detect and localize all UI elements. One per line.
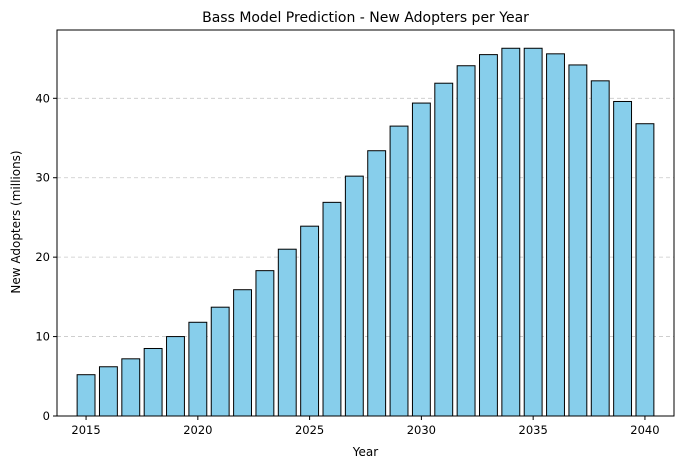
bar-2025 (300, 225, 320, 417)
bar-2040 (635, 123, 655, 417)
bar-2020 (188, 321, 208, 417)
bar-2017 (121, 358, 141, 417)
bar-2018 (143, 347, 163, 417)
x-tick-label-2015: 2015 (71, 423, 100, 437)
bar-2038 (590, 80, 610, 417)
bar-2028 (367, 150, 387, 417)
bar-2032 (456, 65, 476, 417)
bar-2034 (501, 47, 521, 417)
x-tick-label-2035: 2035 (519, 423, 548, 437)
y-tick-label-20: 20 (35, 250, 50, 264)
bar-2039 (613, 100, 633, 417)
x-tick-label-2025: 2025 (295, 423, 324, 437)
y-axis-label: New Adopters (millions) (9, 150, 23, 293)
bars (76, 47, 655, 417)
bar-2024 (277, 248, 297, 417)
bar-2036 (546, 53, 565, 417)
bar-2026 (322, 201, 342, 417)
bar-2023 (255, 270, 275, 417)
bar-2035 (523, 47, 543, 417)
x-tick-label-2030: 2030 (407, 423, 436, 437)
y-axis-ticks: 0 10 20 30 40 (35, 91, 57, 423)
x-tick-label-2040: 2040 (630, 423, 659, 437)
bar-2031 (434, 82, 454, 417)
bar-2037 (568, 64, 588, 417)
bar-2022 (233, 289, 252, 417)
bar-2030 (411, 102, 431, 417)
y-tick-label-0: 0 (43, 409, 50, 423)
chart-title: Bass Model Prediction - New Adopters per… (202, 10, 529, 26)
bar-2027 (344, 175, 364, 417)
plot-frame (56, 29, 675, 417)
bar-2029 (389, 125, 409, 417)
x-tick-label-2020: 2020 (183, 423, 212, 437)
y-tick-label-30: 30 (35, 171, 50, 185)
x-axis-label: Year (352, 445, 378, 459)
bar-2016 (98, 366, 118, 417)
x-axis-ticks: 2015 2020 2025 2030 2035 2040 (71, 416, 660, 437)
bar-2019 (166, 336, 185, 417)
bar-2015 (76, 374, 96, 417)
y-tick-label-40: 40 (35, 91, 50, 105)
bar-2033 (479, 54, 498, 417)
y-tick-label-10: 10 (35, 330, 50, 344)
bar-2021 (210, 306, 230, 417)
